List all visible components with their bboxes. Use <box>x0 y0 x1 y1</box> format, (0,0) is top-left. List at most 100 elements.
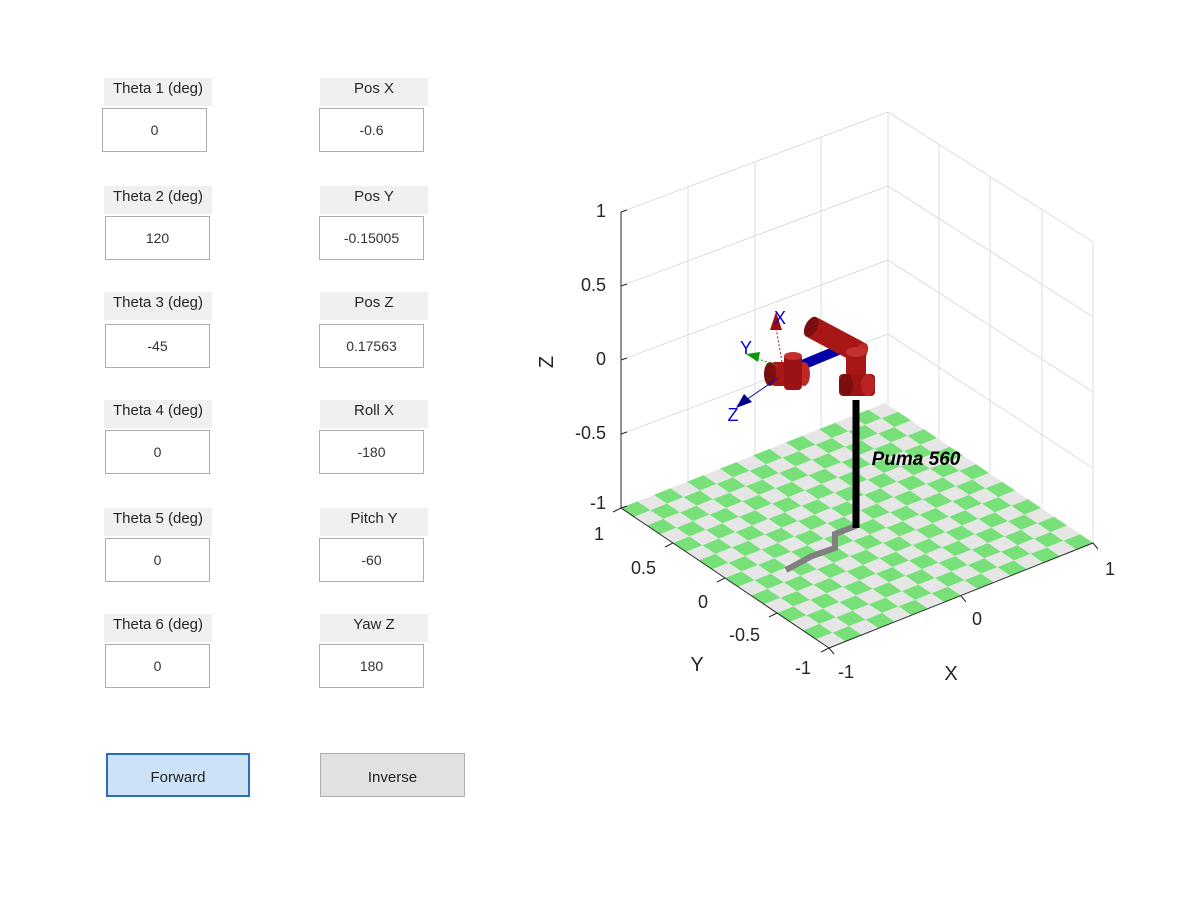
pos-z-input[interactable] <box>319 324 424 368</box>
z-tick-labels: 1 0.5 0 -0.5 -1 <box>575 201 606 513</box>
theta3-input[interactable] <box>105 324 210 368</box>
floor-tile <box>870 527 900 543</box>
floor-tile <box>781 521 811 537</box>
floor-tile <box>894 420 924 436</box>
floor-tile <box>873 512 903 528</box>
floor-tile <box>978 512 1008 528</box>
floor-tile <box>654 488 684 504</box>
floor-tile <box>768 512 798 528</box>
floor-tile <box>745 549 775 565</box>
floor-tile <box>1017 538 1047 554</box>
floor-tile <box>769 442 799 458</box>
floor-tile <box>935 571 965 587</box>
theta5-input[interactable] <box>105 538 210 582</box>
floor-tile <box>936 501 966 517</box>
floor-tile <box>715 547 745 563</box>
yaw-z-input[interactable] <box>319 644 424 688</box>
floor-tile <box>926 477 956 493</box>
floor-tile <box>736 455 766 471</box>
floor-tile <box>828 446 858 463</box>
floor-tile <box>889 575 919 592</box>
floor-tile <box>969 488 999 504</box>
floor-tile <box>719 532 749 548</box>
floor-tile <box>984 551 1014 568</box>
floor-tile <box>930 462 960 478</box>
floor-tile <box>805 483 835 500</box>
z-axis-label: Z <box>536 356 558 368</box>
floor-tile <box>1034 532 1064 548</box>
forward-button[interactable]: Forward <box>106 753 250 797</box>
floor-tile <box>836 610 866 627</box>
floor-tile <box>853 534 883 550</box>
pos-z-label: Pos Z <box>320 292 428 320</box>
floor-tile <box>923 492 953 508</box>
floor-tile <box>919 508 949 524</box>
pitch-y-input[interactable] <box>319 538 424 582</box>
theta2-input[interactable] <box>105 216 210 260</box>
floor-tile <box>982 497 1012 513</box>
floor-tile <box>861 433 891 449</box>
floor-tile <box>922 562 952 578</box>
floor-tile <box>877 497 907 513</box>
floor-tile <box>752 518 782 535</box>
roll-x-input[interactable] <box>319 430 424 474</box>
floor-tile <box>709 508 739 524</box>
floor-tile <box>732 540 762 557</box>
floor-tile <box>746 479 776 495</box>
floor-tile <box>854 464 884 480</box>
theta1-input[interactable] <box>102 108 207 152</box>
frame-z-arrow <box>736 394 752 408</box>
floor-tile <box>951 564 981 581</box>
pos-y-input[interactable] <box>319 216 424 260</box>
floor-tile <box>800 569 830 585</box>
floor-tile <box>689 529 719 546</box>
floor-tile <box>896 545 926 561</box>
floor-tile <box>972 473 1002 489</box>
x-tick-labels: -1 0 1 <box>838 559 1115 682</box>
theta1-label: Theta 1 (deg) <box>104 78 212 106</box>
floor-tile <box>857 518 887 535</box>
floor-tile <box>913 468 943 484</box>
floor-tile <box>932 516 962 533</box>
floor-tile <box>799 444 829 460</box>
wrist-joints <box>764 352 810 390</box>
floor-tile <box>956 479 986 495</box>
theta4-input[interactable] <box>105 430 210 474</box>
floor-tile <box>825 462 855 478</box>
floor-tile <box>808 468 838 484</box>
robot-shadow <box>784 523 858 573</box>
floor-tile <box>1011 499 1041 515</box>
y-tick: -1 <box>795 658 811 678</box>
floor-tile <box>1004 529 1034 546</box>
theta6-input[interactable] <box>105 644 210 688</box>
floor-tile <box>826 586 856 603</box>
floor-tile <box>864 488 894 504</box>
floor-tile <box>850 549 880 565</box>
floor-tile <box>906 499 936 515</box>
floor-tile <box>759 488 789 504</box>
floor-tile <box>742 494 772 511</box>
floor-tile <box>874 442 904 458</box>
pos-x-input[interactable] <box>319 108 424 152</box>
floor-tile <box>1001 545 1031 561</box>
floor-tile <box>886 521 916 537</box>
floor-tile <box>929 532 959 548</box>
frame-z-label: Z <box>728 405 739 425</box>
floor-tile <box>703 468 733 484</box>
frame-x-arrow <box>770 312 782 330</box>
floor-tile <box>706 523 736 539</box>
floor-tile <box>887 451 917 467</box>
floor-tile <box>830 571 860 587</box>
floor-tile <box>824 532 854 548</box>
floor-tile <box>863 558 893 574</box>
robot-arm <box>764 316 875 396</box>
floor-tile <box>881 411 911 428</box>
inverse-button[interactable]: Inverse <box>320 753 465 797</box>
floor-tile <box>871 457 901 473</box>
floor-tile <box>837 540 867 557</box>
floor-tile <box>943 470 973 487</box>
floor-tile <box>988 536 1018 552</box>
floor-tile <box>713 492 743 508</box>
theta2-label: Theta 2 (deg) <box>104 186 212 214</box>
